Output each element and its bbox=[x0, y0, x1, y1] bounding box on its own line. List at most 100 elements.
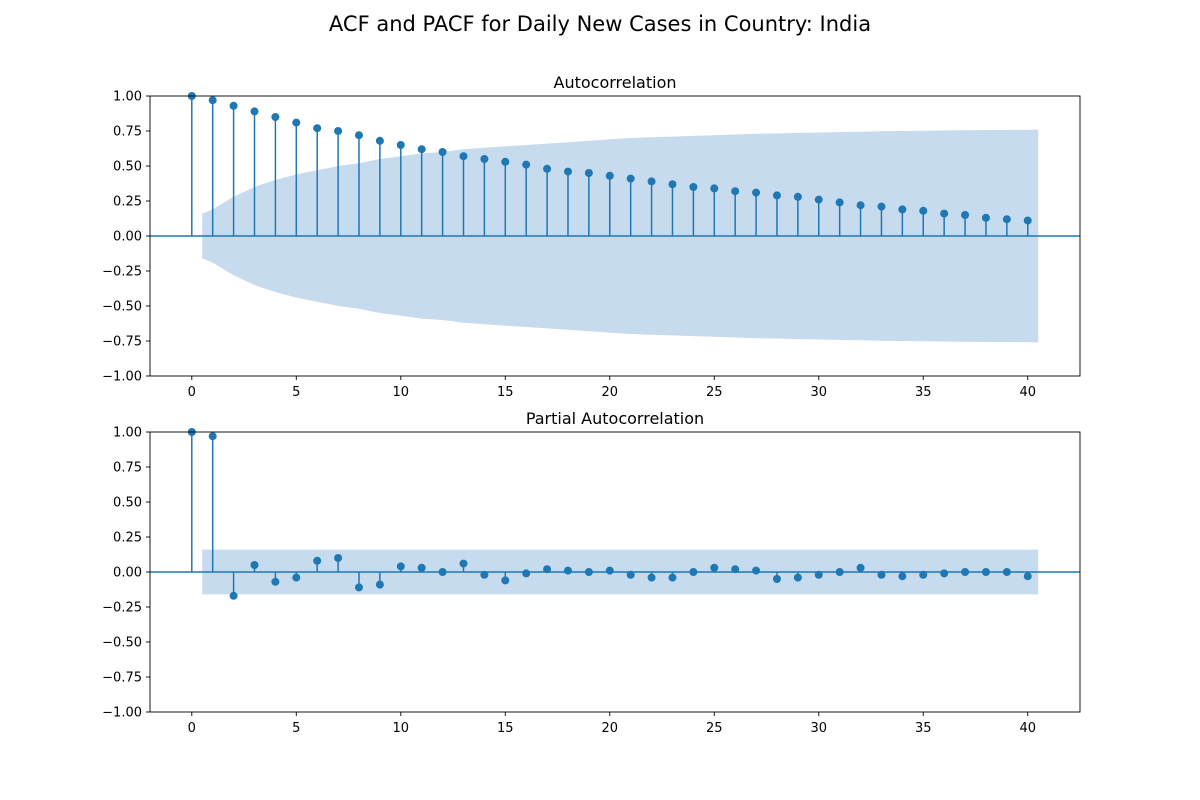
pacf-point-8 bbox=[354, 583, 363, 592]
pacf-ytick-label-6: −0.50 bbox=[102, 636, 142, 651]
acf-point-30 bbox=[814, 195, 823, 204]
acf-xtick-label-5: 5 bbox=[292, 385, 300, 400]
pacf-point-11 bbox=[417, 563, 426, 572]
pacf-point-15 bbox=[501, 576, 510, 585]
acf-point-17 bbox=[543, 164, 552, 173]
acf-point-37 bbox=[961, 211, 970, 219]
acf-point-40 bbox=[1023, 216, 1032, 225]
pacf-point-26 bbox=[731, 565, 740, 574]
acf-xtick-label-20: 20 bbox=[602, 385, 619, 400]
pacf-point-40 bbox=[1023, 572, 1032, 581]
acf-ytick-label-2: 0.50 bbox=[113, 160, 142, 175]
pacf-point-2 bbox=[229, 591, 238, 600]
acf-xtick-label-0: 0 bbox=[188, 385, 196, 400]
pacf-xtick-label-40: 40 bbox=[1019, 721, 1036, 736]
pacf-point-18 bbox=[563, 566, 572, 575]
acf-point-38 bbox=[981, 213, 990, 222]
acf-point-16 bbox=[522, 160, 531, 169]
pacf-ytick-label-0: 1.00 bbox=[113, 426, 142, 441]
pacf-ytick-label-4: 0.00 bbox=[113, 566, 142, 581]
acf-point-25 bbox=[710, 184, 719, 193]
acf-xtick-label-40: 40 bbox=[1019, 385, 1036, 400]
acf-panel: 0 5 10 15 20 25 30 35 40 1.00 0.75 0.50 0.25 0.00 −0.2… bbox=[102, 73, 1081, 400]
acf-point-10 bbox=[396, 141, 405, 149]
acf-point-18 bbox=[563, 167, 572, 176]
pacf-point-9 bbox=[375, 580, 384, 589]
pacf-point-12 bbox=[438, 568, 447, 576]
acf-ytick-label-6: −0.50 bbox=[102, 300, 142, 315]
acf-xtick-label-15: 15 bbox=[497, 385, 514, 400]
pacf-point-25 bbox=[710, 563, 719, 572]
acf-point-29 bbox=[793, 192, 802, 201]
figure-title: ACF and PACF for Daily New Cases in Coun… bbox=[329, 12, 871, 36]
acf-point-23 bbox=[668, 180, 677, 189]
pacf-title: Partial Autocorrelation bbox=[526, 409, 704, 428]
pacf-panel: 0 5 10 15 20 25 30 35 40 1.00 0.75 0.50 0.25 0.00 −0.2… bbox=[102, 409, 1081, 736]
pacf-ytick-label-8: −1.00 bbox=[102, 706, 142, 721]
pacf-point-32 bbox=[856, 563, 865, 572]
pacf-point-34 bbox=[898, 572, 907, 581]
acf-point-12 bbox=[438, 148, 447, 156]
pacf-point-28 bbox=[772, 575, 781, 583]
pacf-point-14 bbox=[480, 570, 489, 579]
pacf-point-31 bbox=[835, 568, 844, 576]
acf-point-15 bbox=[501, 157, 510, 166]
acf-ytick-label-5: −0.25 bbox=[102, 265, 142, 280]
pacf-xtick-label-30: 30 bbox=[810, 721, 827, 736]
pacf-point-27 bbox=[752, 566, 761, 575]
pacf-xtick-label-35: 35 bbox=[915, 721, 932, 736]
pacf-point-1 bbox=[208, 432, 217, 441]
acf-xtick-label-10: 10 bbox=[393, 385, 410, 400]
pacf-point-24 bbox=[689, 568, 698, 576]
pacf-xtick-label-25: 25 bbox=[706, 721, 723, 736]
acf-point-7 bbox=[334, 127, 343, 135]
pacf-xtick-label-5: 5 bbox=[292, 721, 300, 736]
acf-point-19 bbox=[584, 169, 593, 177]
pacf-xtick-label-20: 20 bbox=[602, 721, 619, 736]
acf-point-21 bbox=[626, 174, 635, 183]
acf-point-3 bbox=[250, 107, 259, 116]
pacf-ytick-label-7: −0.75 bbox=[102, 671, 142, 686]
pacf-point-4 bbox=[271, 577, 280, 586]
pacf-point-21 bbox=[626, 570, 635, 579]
acf-point-36 bbox=[940, 209, 949, 218]
pacf-point-3 bbox=[250, 561, 259, 569]
pacf-xtick-label-10: 10 bbox=[393, 721, 410, 736]
pacf-point-10 bbox=[396, 562, 405, 571]
acf-point-33 bbox=[877, 202, 886, 211]
acf-ytick-label-4: 0.00 bbox=[113, 230, 142, 245]
acf-ytick-label-7: −0.75 bbox=[102, 335, 142, 350]
pacf-point-17 bbox=[543, 565, 552, 574]
pacf-point-37 bbox=[961, 568, 970, 576]
acf-ytick-label-1: 0.75 bbox=[113, 125, 142, 140]
acf-point-22 bbox=[647, 177, 656, 186]
pacf-ytick-label-1: 0.75 bbox=[113, 461, 142, 476]
acf-title: Autocorrelation bbox=[554, 73, 677, 92]
acf-point-34 bbox=[898, 205, 907, 214]
acf-point-4 bbox=[271, 113, 280, 121]
acf-point-11 bbox=[417, 145, 426, 154]
acf-point-27 bbox=[752, 188, 761, 197]
acf-point-1 bbox=[208, 96, 217, 105]
pacf-xtick-label-0: 0 bbox=[188, 721, 196, 736]
acf-point-8 bbox=[354, 131, 363, 140]
acf-point-20 bbox=[605, 171, 614, 180]
acf-point-39 bbox=[1002, 215, 1011, 224]
pacf-point-35 bbox=[919, 570, 928, 579]
acf-point-32 bbox=[856, 201, 865, 210]
pacf-point-29 bbox=[793, 573, 802, 582]
acf-ytick-label-0: 1.00 bbox=[113, 90, 142, 105]
pacf-point-5 bbox=[292, 573, 301, 582]
pacf-point-20 bbox=[605, 566, 614, 575]
pacf-point-7 bbox=[334, 554, 343, 562]
acf-xtick-label-30: 30 bbox=[810, 385, 827, 400]
acf-point-5 bbox=[292, 118, 301, 127]
pacf-point-38 bbox=[981, 568, 990, 576]
acf-point-6 bbox=[313, 124, 322, 133]
acf-ytick-label-3: 0.25 bbox=[113, 195, 142, 210]
acf-point-9 bbox=[375, 136, 384, 145]
pacf-point-13 bbox=[459, 559, 468, 568]
pacf-point-6 bbox=[313, 556, 322, 565]
acf-point-35 bbox=[919, 206, 928, 215]
